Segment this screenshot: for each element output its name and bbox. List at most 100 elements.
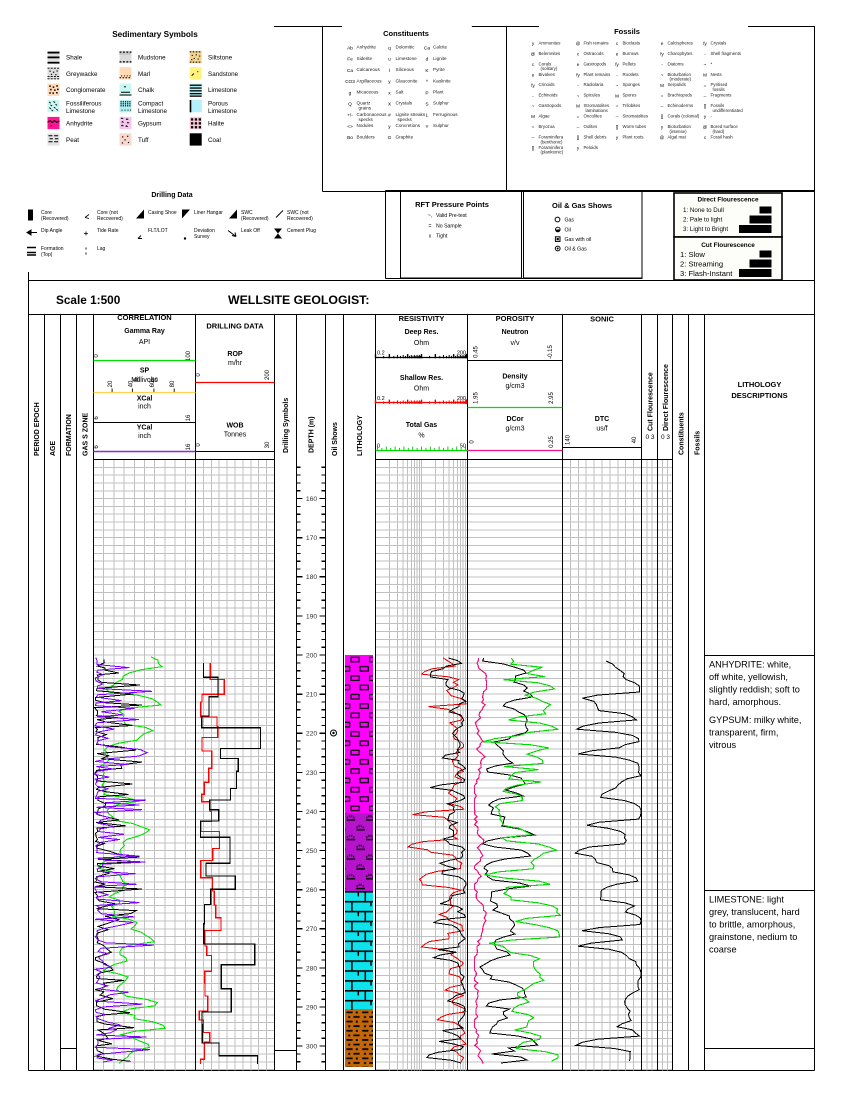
svg-text:Oolites: Oolites [584,124,598,129]
svg-text:=: = [661,93,664,98]
svg-text:Cut Flourescence: Cut Flourescence [647,372,654,431]
svg-text:Plant roots: Plant roots [623,134,645,139]
svg-text:Quartz: Quartz [357,101,371,106]
svg-text:Sedimentary Symbols: Sedimentary Symbols [112,30,198,39]
svg-text:Gamma Ray: Gamma Ray [124,328,165,335]
svg-text:X: X [388,102,392,108]
svg-text:Nests: Nests [711,72,723,77]
svg-text:Dolomitic: Dolomitic [396,45,416,50]
svg-text:c: c [616,41,619,46]
svg-text:0.45: 0.45 [474,346,480,358]
svg-text:Ammonites: Ammonites [539,40,562,45]
svg-text:Gas with oil: Gas with oil [565,237,592,243]
svg-text:~: ~ [616,83,619,88]
svg-text:fy: fy [576,72,580,77]
svg-text:Liner Hangar: Liner Hangar [194,210,223,216]
svg-text:K: K [425,68,429,74]
svg-text:Burrows: Burrows [623,51,640,56]
svg-text:1.95: 1.95 [474,392,480,404]
svg-text:Cement Plug: Cement Plug [287,228,316,234]
svg-text:Constituents: Constituents [383,29,429,38]
svg-text:M: M [615,93,619,98]
svg-text:@: @ [703,125,708,130]
svg-text:Fe: Fe [347,57,353,63]
svg-text:Spores: Spores [623,93,638,98]
svg-text:Worm tubes: Worm tubes [623,124,647,129]
svg-text:Glauconite: Glauconite [396,78,418,83]
svg-text:CORRELATION: CORRELATION [117,313,171,322]
svg-text:DTC: DTC [595,416,609,423]
svg-text:hard, amorphous.: hard, amorphous. [709,697,781,707]
svg-text:Core: Core [41,210,52,216]
svg-text:Bioclasts: Bioclasts [623,40,641,45]
svg-text:290: 290 [306,1004,318,1011]
svg-text:Rootlets: Rootlets [623,72,640,77]
svg-text:=: = [532,125,535,130]
svg-text:Ab: Ab [347,46,353,52]
svg-text:Lignite: Lignite [433,56,447,61]
svg-text:=: = [704,83,707,88]
svg-text:grey, translucent, hard: grey, translucent, hard [709,907,800,917]
svg-text:Ohm: Ohm [414,340,429,347]
svg-text:Shell debris: Shell debris [584,134,608,139]
svg-text:Tonnes: Tonnes [224,432,247,439]
svg-text:Pellets: Pellets [623,61,637,66]
svg-text:~: ~ [577,93,580,98]
svg-text:0.2: 0.2 [377,351,385,357]
svg-text:Fossils: Fossils [614,27,640,36]
svg-text:Stromatolites: Stromatolites [584,103,610,108]
svg-text:Oncolites: Oncolites [584,114,603,119]
svg-text:FLT/LOT: FLT/LOT [148,228,168,234]
svg-text:fy: fy [615,62,619,67]
svg-text:Pyritised: Pyritised [711,82,728,87]
svg-text:0: 0 [377,444,380,450]
svg-text:Gastropods: Gastropods [539,103,563,108]
svg-text:--: -- [576,125,580,130]
svg-text:DEPTH (m): DEPTH (m) [309,416,316,453]
svg-text:specks: specks [359,117,374,122]
svg-text:Oil & Gas Shows: Oil & Gas Shows [552,201,612,210]
svg-text:^: ^ [426,79,429,85]
svg-text:240: 240 [306,809,318,816]
svg-text:x: x [388,91,391,96]
svg-text:Siltstone: Siltstone [208,55,233,62]
svg-text:SONIC: SONIC [590,315,614,324]
svg-text:Calcareous: Calcareous [357,67,381,72]
svg-text:Echinoids: Echinoids [539,93,559,98]
svg-text:to brittle, amorphous,: to brittle, amorphous, [709,920,795,930]
svg-text:16: 16 [186,443,192,450]
svg-text:280: 280 [306,965,318,972]
svg-text:3: Light to Bright: 3: Light to Bright [683,226,728,233]
svg-text:40: 40 [128,380,134,387]
svg-text:Fossil hash: Fossil hash [711,134,734,139]
svg-text:LITHOLOGY: LITHOLOGY [738,380,782,389]
svg-text:Sulphur: Sulphur [433,123,449,128]
svg-text:DRILLING DATA: DRILLING DATA [206,322,264,331]
svg-text:Valid Pre-test: Valid Pre-test [436,213,467,219]
svg-text:Sandstone: Sandstone [208,71,239,78]
svg-text:G: G [388,135,392,141]
svg-text:L: L [426,113,429,119]
svg-text:Nodules: Nodules [357,123,375,128]
svg-text:undifferentiated: undifferentiated [713,108,744,113]
svg-text:Foraminifera: Foraminifera [539,134,564,139]
svg-text:DCor: DCor [506,416,523,423]
svg-text:Foraminifera: Foraminifera [539,145,564,150]
svg-text:~,: ~, [428,213,432,219]
svg-text:inch: inch [138,433,151,440]
svg-text:Tight: Tight [436,234,448,240]
svg-text:[]: [] [532,146,535,151]
svg-text:Peloids: Peloids [584,145,599,150]
svg-text:Deep Res.: Deep Res. [405,329,439,336]
svg-text:vitrous: vitrous [709,740,736,750]
svg-text:6: 6 [94,416,100,420]
svg-text:y: y [388,125,391,130]
svg-text:1: None to Dull: 1: None to Dull [683,207,724,214]
svg-text:=: = [577,114,580,119]
svg-text:y: y [388,80,391,85]
svg-text:Crystals: Crystals [711,40,728,45]
svg-text:(moderate): (moderate) [670,77,692,82]
svg-text:Bryozoa: Bryozoa [539,124,556,129]
svg-text:inch: inch [138,404,151,411]
svg-text:<>: <> [347,124,353,130]
